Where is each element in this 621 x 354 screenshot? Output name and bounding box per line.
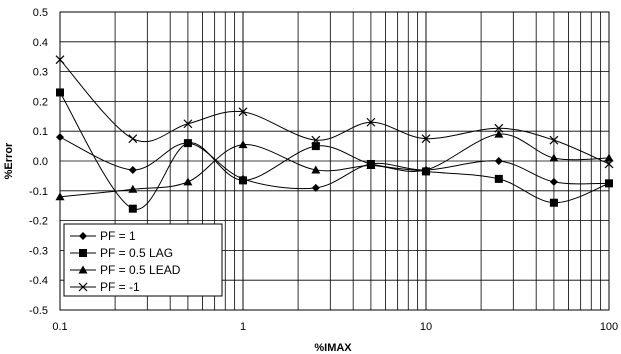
legend-marker <box>79 249 87 257</box>
legend-label: PF = 0.5 LEAD <box>100 263 181 277</box>
y-tick-label: 0.3 <box>33 67 48 79</box>
y-axis-tick-labels: 0.5 0.4 0.3 0.2 0.1 0.0 -0.1 -0.2 -0.3 -0.4 -0.5 <box>29 7 48 317</box>
legend-box <box>63 223 223 297</box>
series-line-3 <box>59 133 610 198</box>
y-tick-label: -0.5 <box>29 305 48 317</box>
y-axis-title: %Error <box>3 142 15 179</box>
data-point-series-3 <box>238 140 248 149</box>
data-point-series-2 <box>311 142 320 151</box>
y-tick-label: 0.2 <box>33 96 48 108</box>
data-point-series-1 <box>311 183 320 192</box>
y-tick-label: -0.3 <box>29 245 48 257</box>
series-line-1 <box>59 136 610 190</box>
data-point-series-2 <box>56 88 64 97</box>
series-line-2 <box>59 92 610 210</box>
data-point-series-4 <box>183 119 193 129</box>
y-tick-label: -0.1 <box>29 186 48 198</box>
data-point-series-3 <box>604 153 614 162</box>
legend-marker <box>79 232 87 240</box>
series-line-4 <box>59 59 610 165</box>
y-tick-label: 0.1 <box>33 126 48 138</box>
data-point-series-3 <box>183 177 193 186</box>
data-point-series-2 <box>605 179 613 188</box>
data-point-series-4 <box>311 135 321 145</box>
x-axis-tick-labels: 0.1 1 10 100 <box>52 321 618 333</box>
data-point-series-2 <box>549 198 558 207</box>
data-point-series-2 <box>494 174 503 183</box>
data-point-series-3 <box>549 153 559 162</box>
data-point-series-2 <box>183 139 192 148</box>
data-point-series-4 <box>128 134 138 144</box>
y-tick-label: 0.0 <box>33 156 48 168</box>
data-point-series-4 <box>549 135 559 145</box>
data-point-series-3 <box>421 165 431 174</box>
data-point-series-2 <box>128 204 137 213</box>
y-tick-label: -0.4 <box>29 275 48 287</box>
series-lines <box>59 59 610 210</box>
legend: PF = 1 PF = 0.5 LAG PF = 0.5 LEAD PF = -1 <box>63 223 223 297</box>
x-tick-label: 100 <box>600 321 618 333</box>
x-tick-label: 10 <box>420 321 432 333</box>
legend-marker <box>78 282 88 292</box>
x-tick-label: 0.1 <box>52 321 67 333</box>
data-point-series-1 <box>494 157 503 165</box>
x-tick-label: 1 <box>240 321 246 333</box>
data-point-series-4 <box>238 107 248 117</box>
legend-label: PF = 1 <box>100 229 136 243</box>
data-point-series-4 <box>494 123 504 133</box>
y-tick-label: -0.2 <box>29 216 48 228</box>
data-point-series-3 <box>55 192 65 201</box>
data-point-series-3 <box>311 165 321 174</box>
data-point-series-4 <box>421 134 431 144</box>
data-point-series-3 <box>366 160 376 169</box>
y-tick-label: 0.5 <box>33 7 48 19</box>
data-point-series-3 <box>128 184 138 193</box>
data-point-series-4 <box>604 159 614 169</box>
data-point-series-1 <box>128 165 137 174</box>
data-point-series-3 <box>494 129 504 138</box>
data-point-series-1 <box>56 133 64 142</box>
legend-label: PF = -1 <box>100 280 140 294</box>
data-point-series-4 <box>366 117 376 127</box>
y-tick-label: 0.4 <box>33 37 48 49</box>
data-point-series-4 <box>55 55 65 65</box>
data-point-series-2 <box>239 176 247 185</box>
x-axis-title: %IMAX <box>314 342 352 354</box>
data-point-series-1 <box>549 177 558 186</box>
legend-label: PF = 0.5 LAG <box>100 246 173 260</box>
legend-marker <box>78 265 88 274</box>
series-markers <box>55 55 614 213</box>
